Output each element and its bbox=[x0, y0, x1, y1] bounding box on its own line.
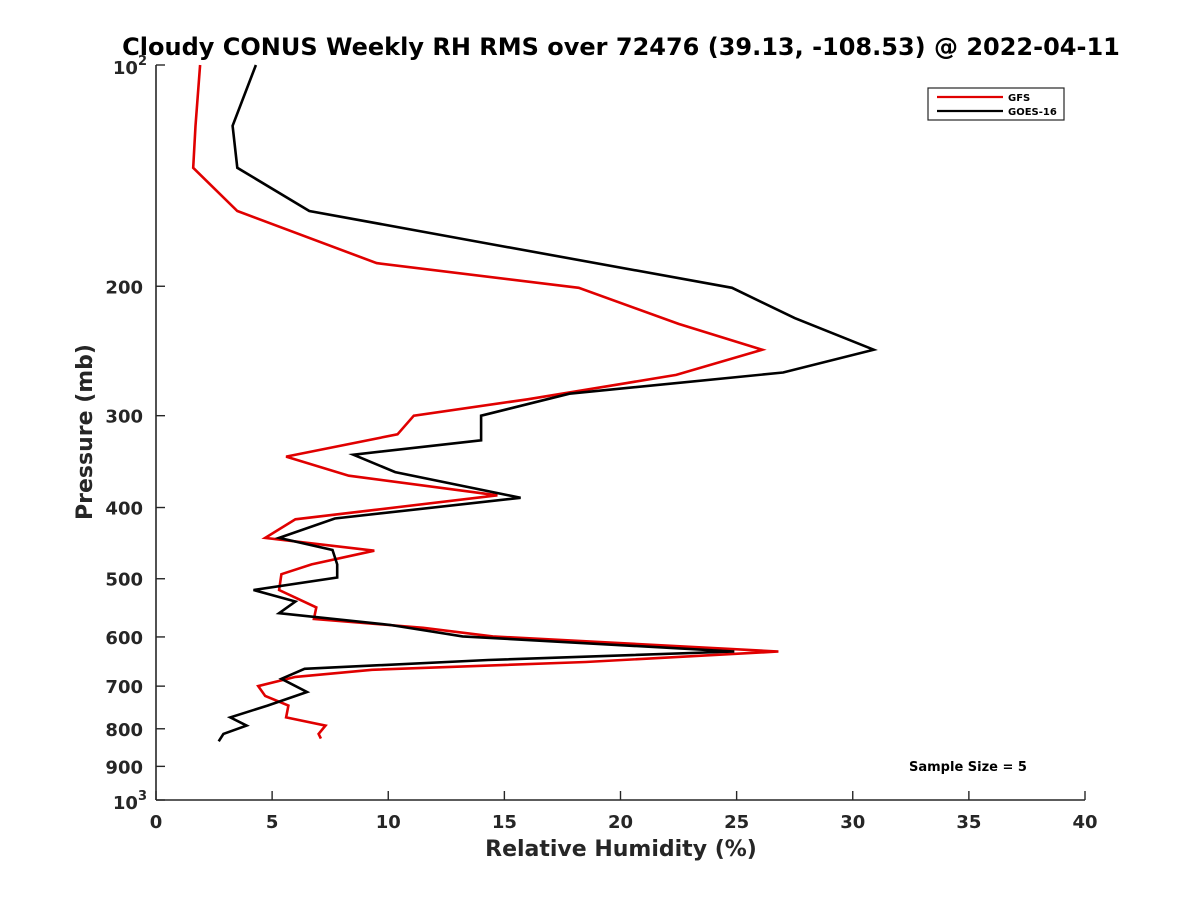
x-tick-label: 25 bbox=[724, 812, 749, 833]
x-axis-label: Relative Humidity (%) bbox=[485, 837, 757, 862]
y-tick-label: 400 bbox=[105, 499, 143, 520]
y-tick-label-exponent: 2 bbox=[138, 54, 147, 69]
y-axis-label: Pressure (mb) bbox=[73, 344, 98, 520]
x-tick-label: 40 bbox=[1072, 812, 1097, 833]
y-tick-label: 600 bbox=[105, 628, 143, 649]
y-tick-label: 300 bbox=[105, 407, 143, 428]
chart-title: Cloudy CONUS Weekly RH RMS over 72476 (3… bbox=[122, 33, 1120, 61]
x-tick-label: 35 bbox=[956, 812, 981, 833]
legend-label-goes16: GOES-16 bbox=[1008, 107, 1057, 118]
x-tick-label: 5 bbox=[266, 812, 279, 833]
y-tick-label: 700 bbox=[105, 677, 143, 698]
y-tick-label: 800 bbox=[105, 720, 143, 741]
x-axis-ticks: 0 5 10 15 20 25 30 35 40 bbox=[150, 791, 1098, 833]
series-line-1 bbox=[217, 64, 878, 742]
y-tick-label-power: 102 bbox=[113, 54, 147, 79]
y-tick-label-base: 10 bbox=[113, 58, 138, 79]
y-tick-label-base: 10 bbox=[113, 793, 138, 814]
x-tick-label: 10 bbox=[376, 812, 401, 833]
y-tick-label: 200 bbox=[105, 277, 143, 298]
x-tick-label: 30 bbox=[840, 812, 865, 833]
legend-label-gfs: GFS bbox=[1008, 93, 1030, 104]
y-tick-label: 900 bbox=[105, 757, 143, 778]
x-tick-label: 20 bbox=[608, 812, 633, 833]
series-lines bbox=[191, 64, 878, 742]
plot-area: 0 5 10 15 20 25 30 35 40 10220030040050060070080… bbox=[105, 54, 1097, 833]
sample-size-annotation: Sample Size = 5 bbox=[909, 760, 1027, 775]
series-line-0 bbox=[191, 64, 779, 740]
y-tick-label-exponent: 3 bbox=[138, 789, 147, 804]
x-tick-label: 0 bbox=[150, 812, 163, 833]
legend-box bbox=[927, 87, 1065, 121]
legend: GFS GOES-16 bbox=[927, 87, 1065, 121]
y-tick-label-power: 103 bbox=[113, 789, 147, 814]
x-tick-label: 15 bbox=[492, 812, 517, 833]
y-tick-label: 500 bbox=[105, 570, 143, 591]
